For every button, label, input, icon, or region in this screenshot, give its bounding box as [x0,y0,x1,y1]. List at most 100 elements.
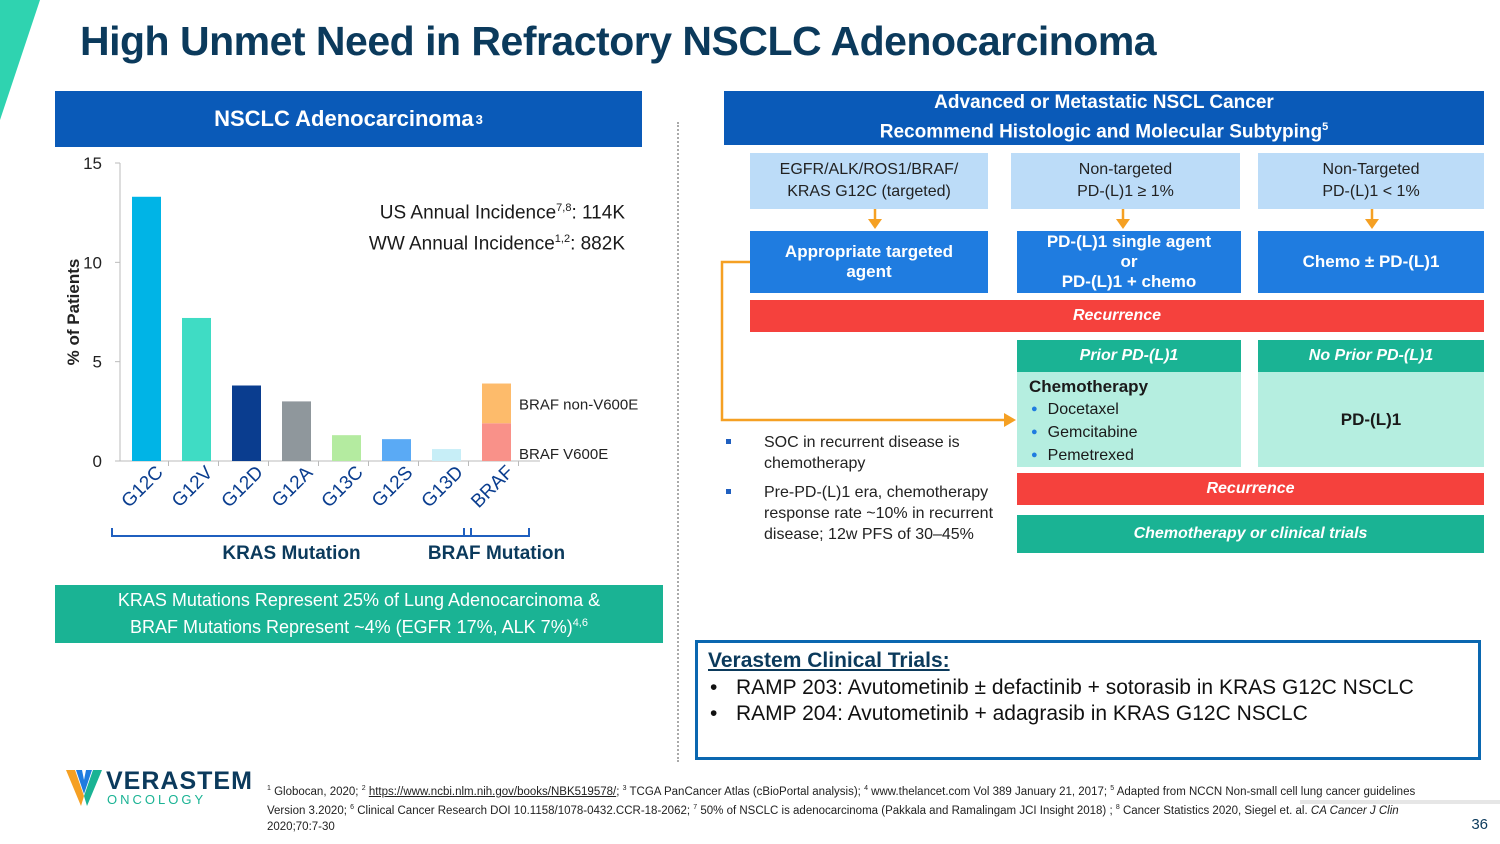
panel-divider [677,122,679,762]
treatment-pdl1-line-3: PD-(L)1 + chemo [1061,272,1197,291]
legend-braf-v600e: BRAF V600E [519,446,608,463]
treatment-pdl1-line-1: PD-(L)1 single agent [1046,232,1212,251]
incidence-block: US Annual Incidence7,8: 114K WW Annual I… [330,195,625,258]
logo-name: VERASTEM [106,767,253,795]
chemo-title: Chemotherapy [1029,377,1149,396]
summary-sup: 4,6 [572,617,588,629]
footnote-part: Cancer Statistics 2020, Siegel et. al. [1119,804,1311,817]
treatment-chemo-line-1: Chemo ± PD-(L)1 [1302,252,1440,271]
soc-item: Pre-PD-(L)1 era, chemotherapy response r… [722,482,1012,545]
prior-pdl1-header: Prior PD-(L)1 [1017,340,1241,372]
footnote-part: ; [616,785,623,798]
right-header-sup: 5 [1322,121,1329,134]
bar-g13c [332,435,361,461]
chemo-option-box: Chemotherapy Docetaxel Gemcitabine Pemet… [1017,372,1241,467]
page-title: High Unmet Need in Refractory NSCLC Aden… [80,18,1157,64]
treatment-pdl1-line-2: or [1120,252,1138,271]
footnote-part: 50% of NSCLC is adenocarcinoma (Pakkala … [697,804,1116,817]
summary-line-2-text: BRAF Mutations Represent ~4% (EGFR 17%, … [130,617,573,637]
no-prior-pdl1-box: PD-(L)1 [1258,372,1484,467]
left-panel-header: NSCLC Adenocarcinoma 3 [55,91,642,147]
ww-incidence: WW Annual Incidence1,2: 882K [330,226,625,257]
soc-bullets: SOC in recurrent disease is chemotherapy… [722,432,1012,553]
no-prior-pdl1-header: No Prior PD-(L)1 [1258,340,1484,372]
chemo-item: Gemcitabine [1031,422,1241,445]
treatment-pdl1: PD-(L)1 single agent or PD-(L)1 + chemo [1017,231,1241,293]
footnote-part: Globocan, 2020; [270,785,362,798]
corner-accent [0,0,40,120]
us-incidence-sup: 7,8 [556,202,572,214]
treatment-targeted: Appropriate targeted agent [750,231,988,293]
footer-line [1300,800,1500,804]
subtype-pdl1-high-line-2: PD-(L)1 ≥ 1% [1077,183,1174,200]
footnote-link[interactable]: https://www.ncbi.nlm.nih.gov/books/NBK51… [368,785,617,798]
bar-braf-segment [482,383,511,424]
subtype-targeted-line-2: KRAS G12C (targeted) [787,183,951,200]
kras-group-label: KRAS Mutation [222,543,360,564]
braf-bracket [463,528,530,537]
subtype-pdl1-low: Non-Targeted PD-(L)1 < 1% [1258,153,1484,209]
y-tick-label: 10 [83,253,102,272]
company-logo: VERASTEM ONCOLOGY [66,767,256,813]
us-incidence-label: US Annual Incidence [379,202,557,224]
arrow-down-icon [1116,209,1130,229]
bar-g12v [182,317,211,461]
subtype-pdl1-low-line-2: PD-(L)1 < 1% [1322,183,1420,200]
ww-incidence-label: WW Annual Incidence [368,233,555,255]
footnote-part: Clinical Cancer Research DOI 10.1158/107… [354,804,694,817]
arrow-down-icon [1365,209,1379,229]
bar-g12d [232,385,261,461]
ww-incidence-value: : 882K [570,233,625,255]
ww-incidence-sup: 1,2 [554,233,571,246]
y-tick-label: 15 [83,154,102,173]
us-incidence: US Annual Incidence7,8: 114K [330,195,625,226]
mutation-summary-box: KRAS Mutations Represent 25% of Lung Ade… [55,585,663,643]
trial-item: RAMP 203: Avutometinib ± defactinib + so… [698,675,1478,701]
bar-braf-segment [482,423,511,461]
page-number: 36 [1471,816,1488,833]
right-header-line-2: Recommend Histologic and Molecular Subty… [724,115,1484,144]
footnote-journal: CA Cancer J Clin [1310,804,1399,817]
y-tick-label: 0 [93,452,102,471]
footnote-part: Adapted from NCCN Non-small cell lung ca… [267,785,1416,817]
logo-sub: ONCOLOGY [107,792,207,807]
braf-group-label: BRAF Mutation [428,543,565,564]
legend-braf-non-v600e: BRAF non-V600E [519,396,638,413]
soc-item: SOC in recurrent disease is chemotherapy [722,432,1012,474]
trials-list: RAMP 203: Avutometinib ± defactinib + so… [698,675,1478,727]
subtype-pdl1-high-line-1: Non-targeted [1078,161,1173,178]
treatment-targeted-line-2: agent [846,262,892,281]
bar-g12a [282,401,311,461]
trial-item: RAMP 204: Avutometinib + adagrasib in KR… [698,701,1478,727]
recurrence-bar-2: Recurrence [1017,473,1484,505]
bar-g13d [432,449,461,461]
subtype-targeted-line-1: EGFR/ALK/ROS1/BRAF/ [779,161,959,178]
y-axis-label: % of Patients [64,259,83,366]
subtype-pdl1-low-line-1: Non-Targeted [1322,161,1420,178]
summary-line-1: KRAS Mutations Represent 25% of Lung Ade… [117,590,601,610]
footnote-part: TCGA PanCancer Atlas (cBioPortal analysi… [626,785,865,798]
footnote: 1 Globocan, 2020; 2 https://www.ncbi.nlm… [267,785,1416,833]
elbow-arrow-icon [720,260,1016,427]
clinical-trials-box: Verastem Clinical Trials: RAMP 203: Avut… [695,640,1481,760]
summary-line-2: BRAF Mutations Represent ~4% (EGFR 17%, … [55,612,663,639]
treatment-chemo: Chemo ± PD-(L)1 [1258,231,1484,293]
chemo-item: Pemetrexed [1031,445,1241,468]
subtype-targeted: EGFR/ALK/ROS1/BRAF/ KRAS G12C (targeted) [750,153,988,209]
subtype-pdl1-high: Non-targeted PD-(L)1 ≥ 1% [1011,153,1240,209]
left-header-text: NSCLC Adenocarcinoma [214,106,474,131]
us-incidence-value: : 114K [571,202,625,224]
kras-bracket [111,528,472,537]
right-header-line-2-text: Recommend Histologic and Molecular Subty… [879,121,1323,143]
final-treatment-box: Chemotherapy or clinical trials [1017,515,1484,553]
bar-g12c [132,196,161,462]
bar-g12s [382,439,411,461]
right-panel-header: Advanced or Metastatic NSCL Cancer Recom… [724,91,1484,145]
trials-title: Verastem Clinical Trials: [708,649,950,672]
footnote-part: www.thelancet.com Vol 389 January 21, 20… [867,785,1111,798]
verastem-v-icon [66,770,102,806]
footnote-part: 2020;70:7-30 [267,820,335,833]
chemo-item: Docetaxel [1031,399,1241,422]
